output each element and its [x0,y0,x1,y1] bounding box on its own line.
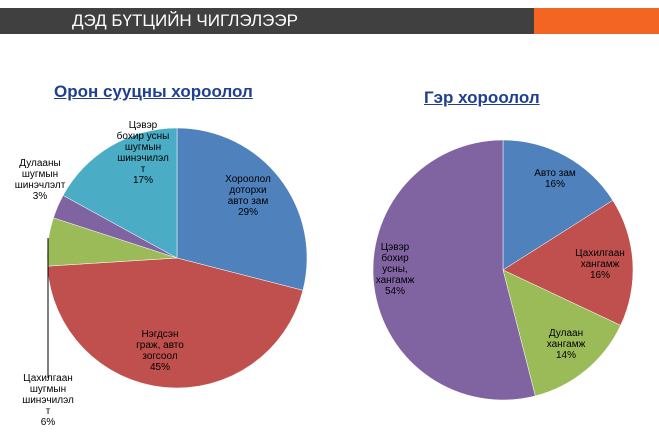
header-accent [534,8,659,34]
pie0-slice-0 [176,127,308,291]
pie1-slice-label-0: Авто зам 16% [534,168,576,190]
pie0-slice-1 [46,257,304,389]
header-bar [0,8,534,34]
pie0-slice-4 [62,127,178,259]
pie1-slice-0 [502,139,614,271]
pie0-slice-label-1: Нэгдсэн граж, авто зогсоол 45% [136,329,184,373]
pie1-slice-2 [502,269,621,397]
pie1-slice-label-2: Дулаан хангамж 14% [547,328,586,361]
pie1-slice-3 [372,139,536,401]
pie1-slice-label-3: Цэвэр бохир усны, хангамж 54% [376,242,415,297]
page-title: ДЭД БҮТЦИЙН ЧИГЛЭЛЭЭР [72,11,298,30]
pie0-slice-label-4: Цэвэр бохир усны шугмын шинэчилэл т 17% [117,120,170,186]
pie1-slice-1 [502,199,634,326]
pie1-slice-label-1: Цахилгаан хангамж 16% [575,248,625,281]
chart-title-ger: Гэр хороолол [424,88,540,107]
pie0-slice-label-2: Цахилгаан шугмын шинэчилэл т 6% [22,373,74,428]
chart-title-apartment: Орон сууцны хороолол [54,82,253,101]
pie0-slice-label-3: Дулааны шугмын шинэчлэлт 3% [15,158,66,202]
pie0-slice-label-0: Хороолол доторхи авто зам 29% [225,174,271,218]
